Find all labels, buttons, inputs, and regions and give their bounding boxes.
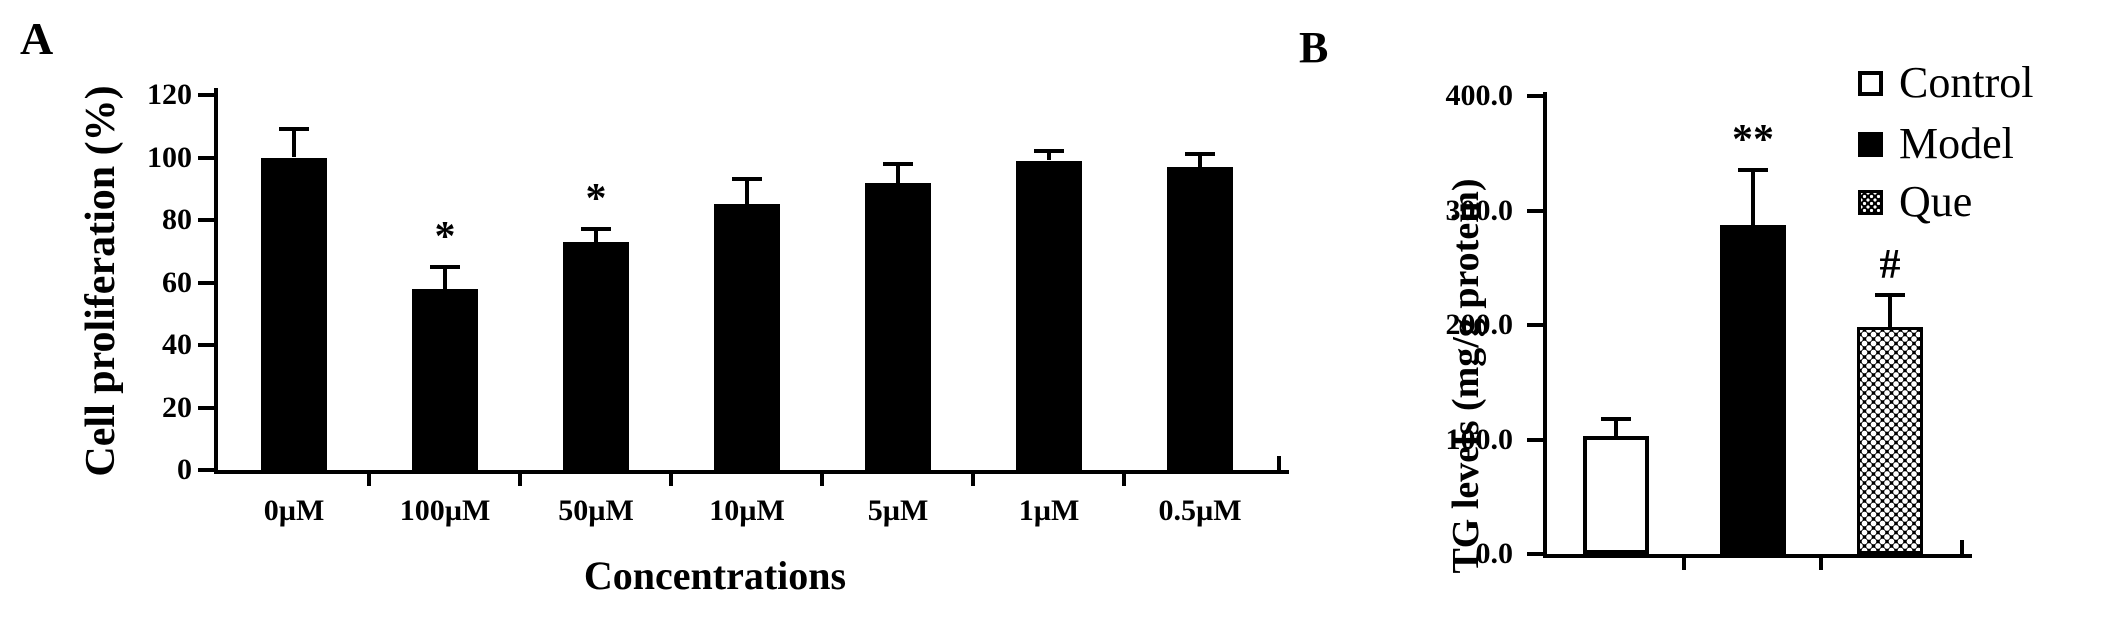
x-axis-end-tick	[1277, 456, 1281, 470]
error-bar-cap	[1601, 417, 1631, 421]
panel-b-letter: B	[1299, 23, 1329, 72]
y-axis-tick-label: 400.0	[1445, 79, 1514, 112]
error-bar-cap	[732, 177, 762, 181]
error-bar-line	[292, 129, 296, 157]
x-category-label: 100µM	[399, 494, 491, 527]
y-axis-tick	[1527, 94, 1543, 98]
x-axis-tick	[1819, 558, 1823, 570]
x-axis-line	[1543, 554, 1972, 558]
error-bar-cap	[1034, 149, 1064, 153]
y-axis-tick-label: 40	[162, 328, 192, 361]
x-category-label: 0µM	[263, 494, 325, 527]
significance-marker: *	[585, 176, 607, 222]
y-axis-tick-label: 100.0	[1445, 423, 1514, 456]
y-axis-tick	[198, 468, 214, 472]
bar-0-m	[261, 158, 327, 471]
error-bar-line	[594, 229, 598, 242]
y-axis-tick	[198, 218, 214, 222]
y-axis-tick-label: 0.0	[1475, 537, 1514, 570]
error-bar-cap	[1875, 293, 1905, 297]
y-axis-tick	[198, 406, 214, 410]
legend-swatch-open-icon	[1858, 70, 1883, 96]
bar-model	[1720, 225, 1786, 554]
error-bar-cap	[279, 127, 309, 131]
y-axis-tick-label: 200.0	[1445, 308, 1514, 341]
x-category-label: 0.5µM	[1158, 494, 1242, 527]
y-axis-tick-label: 80	[162, 203, 192, 236]
error-bar-line	[896, 164, 900, 183]
bar-que	[1857, 327, 1923, 554]
legend-swatch-solid-icon	[1858, 131, 1883, 157]
legend-label: Model	[1899, 119, 2014, 168]
bar-5-m	[865, 183, 931, 471]
x-axis-tick	[1682, 558, 1686, 570]
y-axis-tick-label: 300.0	[1445, 194, 1514, 227]
error-bar-cap	[581, 227, 611, 231]
error-bar-cap	[883, 162, 913, 166]
y-axis-tick-label: 100	[147, 141, 192, 174]
bar-10-m	[714, 204, 780, 470]
error-bar-line	[443, 267, 447, 289]
bar-control	[1583, 436, 1649, 554]
panel-a-letter: A	[20, 13, 54, 64]
significance-marker: #	[1879, 242, 1901, 288]
y-axis-line	[214, 88, 218, 474]
legend-item-que: Que	[1858, 179, 1972, 225]
legend-label: Control	[1899, 58, 2034, 107]
error-bar-cap	[1185, 152, 1215, 156]
error-bar-line	[745, 179, 749, 204]
error-bar-line	[1751, 170, 1755, 225]
error-bar-cap	[1738, 168, 1768, 172]
x-axis-tick	[820, 474, 824, 486]
legend-label: Que	[1899, 177, 1973, 226]
panel-a-x-axis-title: Concentrations	[583, 553, 847, 598]
x-axis-tick	[1122, 474, 1126, 486]
bar-1-m	[1016, 161, 1082, 470]
y-axis-tick	[1527, 209, 1543, 213]
significance-marker: **	[1732, 117, 1774, 163]
y-axis-tick	[198, 93, 214, 97]
y-axis-line	[1543, 92, 1547, 558]
legend-swatch-dotted-icon	[1858, 189, 1883, 215]
y-axis-tick	[198, 156, 214, 160]
x-axis-tick	[971, 474, 975, 486]
x-axis-end-tick	[1960, 540, 1964, 554]
x-axis-tick	[367, 474, 371, 486]
error-bar-line	[1614, 419, 1618, 436]
x-axis-line	[214, 470, 1289, 474]
x-category-label: 5µM	[867, 494, 929, 527]
x-category-label: 50µM	[558, 494, 634, 527]
error-bar-line	[1047, 151, 1051, 160]
legend-item-control: Control	[1858, 60, 2033, 106]
y-axis-tick	[198, 281, 214, 285]
y-axis-tick	[1527, 438, 1543, 442]
x-category-label: 10µM	[709, 494, 785, 527]
y-axis-tick-label: 60	[162, 266, 192, 299]
x-category-label: 1µM	[1018, 494, 1080, 527]
y-axis-tick-label: 120	[147, 78, 192, 111]
error-bar-cap	[430, 265, 460, 269]
legend-item-model: Model	[1858, 121, 2014, 167]
y-axis-tick-label: 20	[162, 391, 192, 424]
significance-marker: *	[434, 214, 456, 260]
y-axis-tick	[1527, 552, 1543, 556]
error-bar-line	[1198, 154, 1202, 167]
bar-100-m	[412, 289, 478, 470]
error-bar-line	[1888, 295, 1892, 327]
x-axis-tick	[518, 474, 522, 486]
bar-0.5-m	[1167, 167, 1233, 470]
y-axis-tick	[198, 343, 214, 347]
bar-50-m	[563, 242, 629, 470]
y-axis-tick-label: 0	[177, 453, 192, 486]
y-axis-tick	[1527, 323, 1543, 327]
x-axis-tick	[669, 474, 673, 486]
